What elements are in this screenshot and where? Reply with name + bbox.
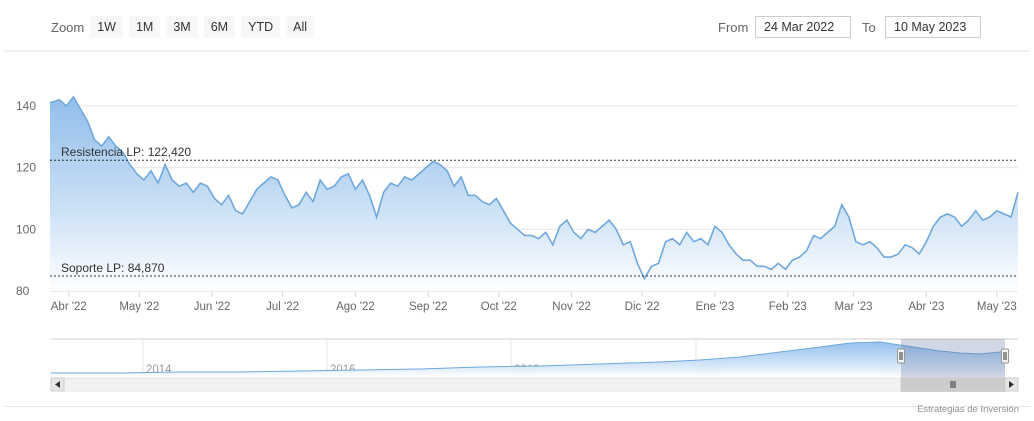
navigator-right-handle[interactable] bbox=[1001, 348, 1009, 364]
x-tick-label: Ago '22 bbox=[336, 301, 375, 313]
x-tick-label: Jun '22 bbox=[194, 301, 231, 313]
chevron-right-icon bbox=[1009, 381, 1014, 388]
zoom-ytd-button[interactable]: YTD bbox=[241, 16, 281, 38]
chevron-left-icon bbox=[55, 381, 60, 388]
navigator-left-handle[interactable] bbox=[897, 348, 905, 364]
range-from-box: 24 Mar 2022 bbox=[755, 16, 851, 38]
x-tick-label: Abr '23 bbox=[908, 301, 944, 313]
axis-layer: 80 100 120 140 Abr '22 May '22 Jun '22 Jul '22 A… bbox=[16, 99, 1017, 313]
x-tick-label: Oct '22 bbox=[481, 301, 517, 313]
resistance-label: Resistencia LP: 122,420 bbox=[61, 145, 191, 159]
range-to-label: To bbox=[862, 19, 876, 35]
zoom-all-button[interactable]: All bbox=[286, 16, 315, 38]
zoom-bar: Zoom 1W 1M 3M 6M YTD All bbox=[51, 16, 320, 38]
range-to: To bbox=[862, 16, 876, 38]
y-tick-label: 120 bbox=[16, 161, 36, 175]
range-from: From bbox=[718, 16, 748, 38]
zoom-6m-button[interactable]: 6M bbox=[203, 16, 236, 38]
credit-text: Estrategias de Inversión bbox=[917, 404, 1019, 415]
zoom-1w-button[interactable]: 1W bbox=[90, 16, 123, 38]
range-to-input[interactable]: 10 May 2023 bbox=[885, 16, 981, 38]
support-label: Soporte LP: 84,870 bbox=[61, 261, 165, 275]
range-from-input[interactable]: 24 Mar 2022 bbox=[755, 16, 851, 38]
navigator-area bbox=[51, 342, 1005, 377]
x-tick-label: Mar '23 bbox=[835, 301, 873, 313]
bottom-divider bbox=[4, 406, 1030, 407]
y-tick-label: 100 bbox=[16, 222, 36, 236]
scrollbar-track bbox=[50, 377, 1019, 392]
y-tick-label: 80 bbox=[16, 284, 30, 298]
series-area bbox=[50, 96, 1018, 291]
x-tick-label: Feb '23 bbox=[769, 301, 807, 313]
y-tick-label: 140 bbox=[16, 99, 36, 113]
x-tick-label: May '22 bbox=[119, 301, 159, 313]
x-tick-label: Nov '22 bbox=[552, 301, 591, 313]
x-tick-label: Jul '22 bbox=[266, 301, 299, 313]
zoom-3m-button[interactable]: 3M bbox=[166, 16, 198, 38]
x-tick-label: Ene '23 bbox=[696, 301, 735, 313]
navigator-line bbox=[51, 341, 1006, 374]
range-to-box: 10 May 2023 bbox=[885, 16, 981, 38]
x-tick-label: Dic '22 bbox=[625, 301, 660, 313]
series-line bbox=[49, 95, 1019, 281]
range-from-label: From bbox=[718, 19, 749, 35]
series-layer bbox=[49, 95, 1019, 291]
navigator[interactable]: 20142016201820202022 bbox=[50, 338, 1019, 392]
x-tick-label: May '23 bbox=[977, 301, 1017, 313]
x-tick-label: Sep '22 bbox=[409, 301, 448, 313]
zoom-1m-button[interactable]: 1M bbox=[128, 16, 161, 38]
x-tick-label: Abr '22 bbox=[51, 301, 87, 313]
plotline-layer: Resistencia LP: 122,420 Soporte LP: 84,87… bbox=[50, 145, 1018, 277]
zoom-label: Zoom bbox=[51, 19, 85, 35]
